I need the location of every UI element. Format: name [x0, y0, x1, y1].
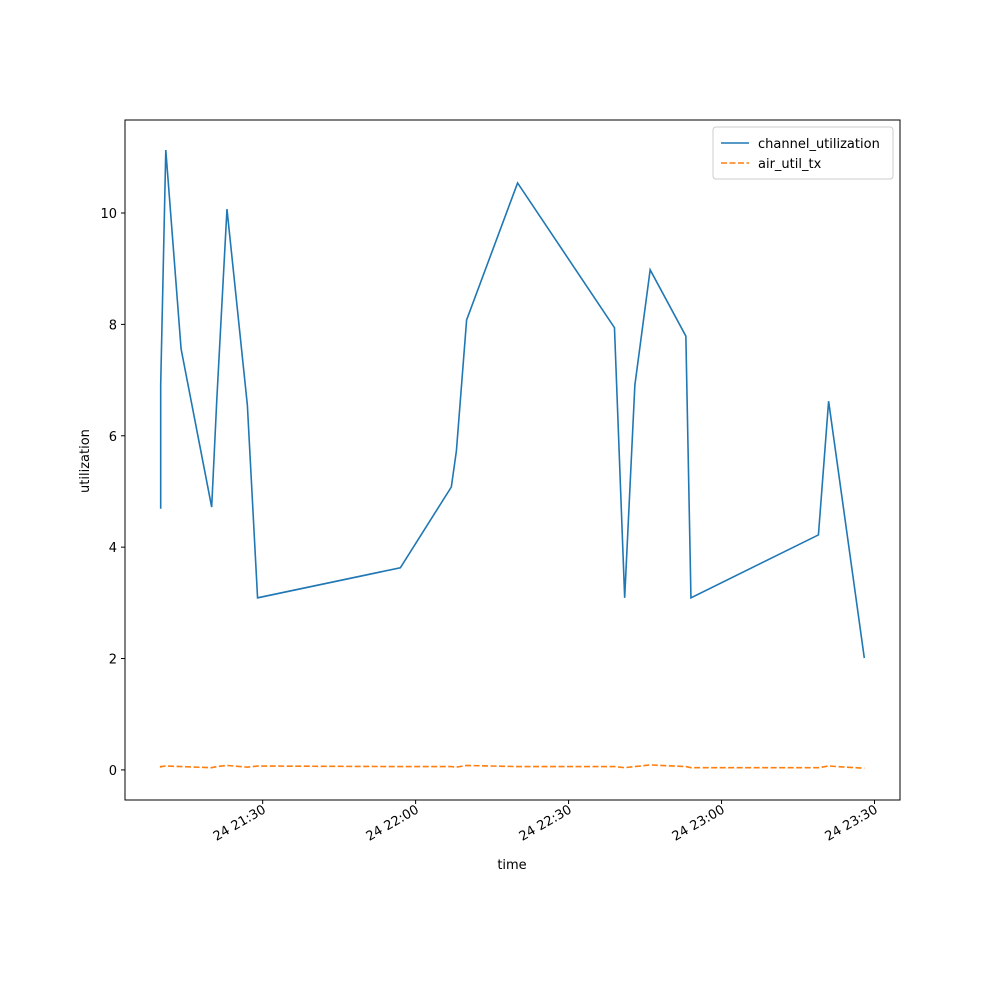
line-series [159, 764, 865, 770]
y-tick-label: 2 [109, 653, 117, 668]
x-tick-label: 24 23:00 [670, 802, 728, 844]
y-tick-label: 10 [100, 207, 117, 222]
axes-frame [124, 119, 901, 801]
legend-box [712, 126, 894, 180]
line-series [159, 150, 866, 659]
legend-label: air_util_tx [758, 157, 822, 172]
legend-label: channel_utilization [758, 137, 880, 152]
legend: channel_utilization air_util_tx [712, 126, 894, 180]
x-tick-label: 24 23:30 [823, 802, 881, 844]
x-tick-label: 24 22:30 [517, 802, 575, 844]
x-axis-label: time [497, 858, 526, 873]
x-tick-label: 24 21:30 [211, 802, 269, 844]
y-axis-label: utilization [78, 429, 93, 493]
y-tick-label: 6 [109, 430, 117, 445]
y-tick-label: 0 [109, 764, 117, 779]
x-tick-label: 24 22:00 [364, 802, 422, 844]
y-tick-label: 4 [109, 541, 117, 556]
y-tick-label: 8 [109, 318, 117, 333]
